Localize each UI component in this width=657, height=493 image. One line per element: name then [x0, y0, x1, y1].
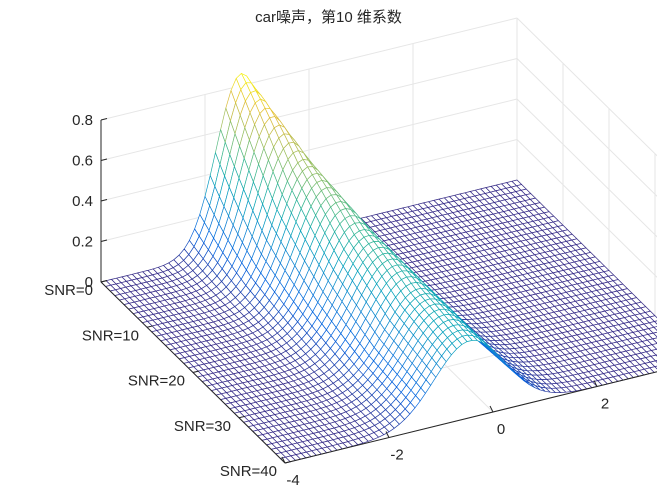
z-tick — [100, 158, 108, 161]
surface-mesh — [100, 73, 657, 464]
y-tick-label: SNR=20 — [128, 373, 185, 390]
y-tick-label: SNR=0 — [44, 282, 93, 299]
z-tick-label: 0.2 — [72, 234, 93, 251]
x-tick — [593, 380, 598, 387]
y-tick-label: SNR=10 — [82, 327, 139, 344]
grid-line — [100, 17, 518, 121]
y-tick — [284, 461, 292, 464]
y-tick — [146, 325, 154, 328]
grid-line — [100, 58, 518, 161]
x-tick — [489, 405, 494, 413]
x-tick — [385, 431, 390, 438]
y-tick-label: SNR=40 — [220, 463, 277, 480]
chart-title: car噪声，第10 维系数 — [255, 9, 402, 26]
grid-line — [516, 58, 657, 197]
z-tick-label: 0.8 — [72, 112, 93, 129]
x-tick-label: -2 — [390, 447, 403, 464]
grid-line — [100, 98, 518, 202]
y-tick — [100, 280, 108, 283]
y-tick — [192, 370, 200, 373]
grid-line — [516, 98, 657, 238]
z-tick-label: 0.4 — [72, 193, 93, 210]
x-tick — [281, 456, 286, 464]
z-tick — [100, 199, 108, 202]
grid-line — [516, 139, 657, 278]
grid-line — [516, 17, 657, 157]
z-tick-label: 0.6 — [72, 153, 93, 170]
z-tick — [100, 239, 108, 242]
x-tick-label: -4 — [286, 472, 299, 489]
y-tick — [238, 415, 246, 419]
y-tick-label: SNR=30 — [174, 418, 231, 435]
axes: 0 0.2 0.4 0.6 0.8 SNR=0 SNR=10 SNR=20 SNR=30 SNR=… — [44, 112, 657, 489]
x-tick-label: 0 — [497, 421, 505, 438]
z-tick-label: 0 — [85, 274, 93, 291]
z-tick — [100, 118, 108, 121]
x-tick-label: 2 — [601, 396, 609, 413]
